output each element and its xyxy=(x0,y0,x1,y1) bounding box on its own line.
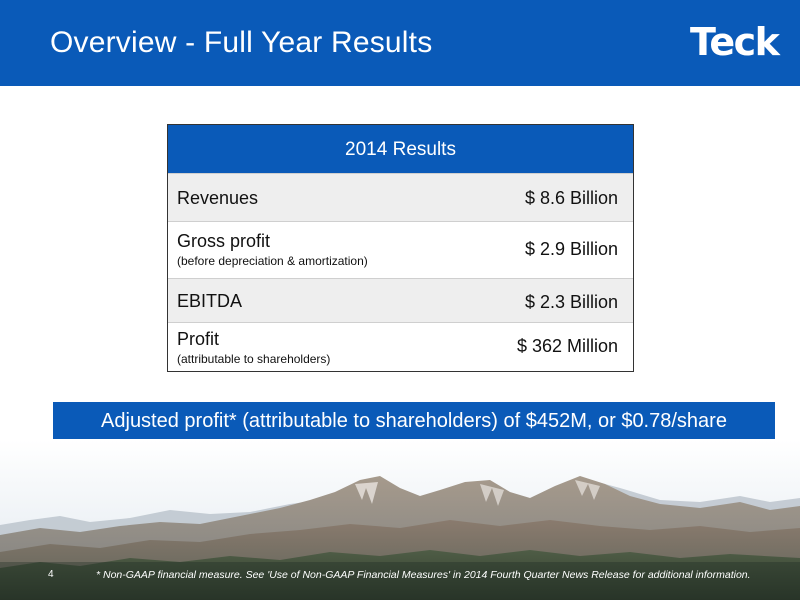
table-row-profit: Profit (attributable to shareholders) $ … xyxy=(168,322,633,371)
footnote: * Non-GAAP financial measure. See 'Use o… xyxy=(96,569,751,581)
adjusted-profit-banner: Adjusted profit* (attributable to shareh… xyxy=(53,402,775,439)
table-row-gross-profit: Gross profit (before depreciation & amor… xyxy=(168,221,633,278)
row-sublabel: (before depreciation & amortization) xyxy=(177,254,368,268)
results-table-heading: 2014 Results xyxy=(168,125,633,173)
results-table: 2014 Results Revenues $ 8.6 Billion Gros… xyxy=(167,124,634,372)
row-label: Revenues xyxy=(177,188,259,208)
teck-logo-icon: Teck xyxy=(690,20,780,64)
slide-title: Overview - Full Year Results xyxy=(50,26,433,59)
row-label: Gross profit xyxy=(177,231,271,251)
table-row-revenues: Revenues $ 8.6 Billion xyxy=(168,173,633,221)
row-value: $ 362 Million xyxy=(516,336,618,356)
mountain-landscape-image xyxy=(0,440,800,600)
row-value: $ 8.6 Billion xyxy=(524,188,618,208)
row-label: Profit xyxy=(177,329,220,349)
row-label: EBITDA xyxy=(177,291,243,311)
page-number: 4 xyxy=(48,569,54,580)
slide-header: Overview - Full Year Results Teck xyxy=(0,0,800,86)
row-value: $ 2.3 Billion xyxy=(524,292,618,312)
row-value: $ 2.9 Billion xyxy=(524,239,618,259)
row-sublabel: (attributable to shareholders) xyxy=(177,352,331,366)
table-row-ebitda: EBITDA $ 2.3 Billion xyxy=(168,278,633,322)
